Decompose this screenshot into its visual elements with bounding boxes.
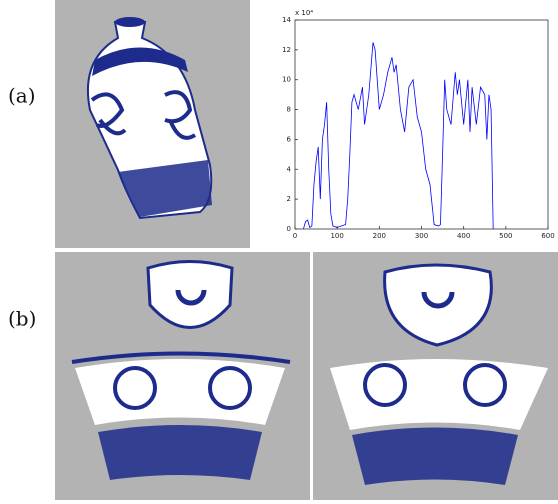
page: (a) (b) x 10⁴ 0 100 200 300 400 500 600 0 2 4 6 8 10… <box>0 0 558 504</box>
y-tick-label: 8 <box>287 106 291 114</box>
y-tick-label: 14 <box>282 16 291 24</box>
x-tick-label: 100 <box>330 232 343 240</box>
x-tick-label: 300 <box>415 232 428 240</box>
x-tick-label: 400 <box>457 232 470 240</box>
x-tick-label: 200 <box>373 232 386 240</box>
y-tick-label: 0 <box>287 225 291 233</box>
plot-frame <box>295 20 548 229</box>
y-tick-label: 4 <box>287 165 292 173</box>
panel-label: (b) <box>8 307 36 331</box>
x-tick-label: 500 <box>499 232 512 240</box>
y-tick-label: 12 <box>282 46 291 54</box>
panel-label: (a) <box>8 84 36 108</box>
vase-image <box>55 0 250 248</box>
x-tick-label: 0 <box>293 232 297 240</box>
axis-exponent: x 10⁴ <box>295 9 313 17</box>
y-tick-label: 6 <box>287 135 292 143</box>
unwrap-image <box>55 252 310 500</box>
figure: (a) (b) x 10⁴ 0 100 200 300 400 500 600 0 2 4 6 8 10… <box>0 0 558 500</box>
y-tick-label: 2 <box>287 195 291 203</box>
unwrap-image <box>313 252 558 500</box>
x-tick-label: 600 <box>541 232 554 240</box>
y-tick-label: 10 <box>282 76 291 84</box>
